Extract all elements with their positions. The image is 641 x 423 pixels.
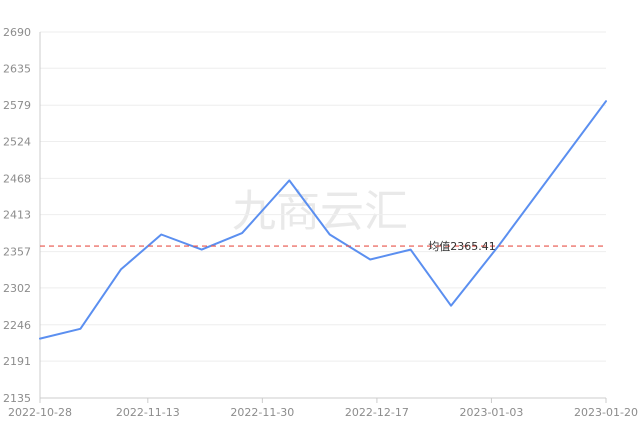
- x-tick-label: 2023-01-20: [574, 406, 638, 419]
- x-tick-label: 2022-11-13: [116, 406, 180, 419]
- y-tick-label: 2302: [3, 282, 31, 295]
- y-tick-label: 2690: [3, 26, 31, 39]
- y-tick-label: 2246: [3, 319, 31, 332]
- y-tick-label: 2357: [3, 246, 31, 259]
- y-tick-label: 2191: [3, 355, 31, 368]
- grid-lines: [40, 31, 606, 399]
- y-tick-label: 2579: [3, 99, 31, 112]
- watermark: 九商云汇: [232, 186, 408, 237]
- x-tick-label: 2023-01-03: [459, 406, 523, 419]
- y-tick-label: 2635: [3, 62, 31, 75]
- x-tick-label: 2022-10-28: [8, 406, 72, 419]
- average-label: 均值2365.41: [428, 240, 496, 253]
- y-tick-label: 2524: [3, 135, 31, 148]
- average-layer: 均值2365.41: [40, 240, 606, 253]
- x-axis: 2022-10-28 2022-11-13 2022-11-30 2022-12-17…: [8, 397, 638, 419]
- x-tick-label: 2022-12-17: [345, 406, 409, 419]
- x-tick-label: 2022-11-30: [230, 406, 294, 419]
- y-tick-label: 2135: [3, 392, 31, 405]
- series-layer: [39, 100, 607, 340]
- y-tick-label: 2468: [3, 172, 31, 185]
- y-tick-label: 2413: [3, 209, 31, 222]
- series-line: [39, 100, 607, 340]
- y-axis: 2135 2191 2246 2302 2357 2413 2468 2524 2579 2635…: [3, 26, 41, 405]
